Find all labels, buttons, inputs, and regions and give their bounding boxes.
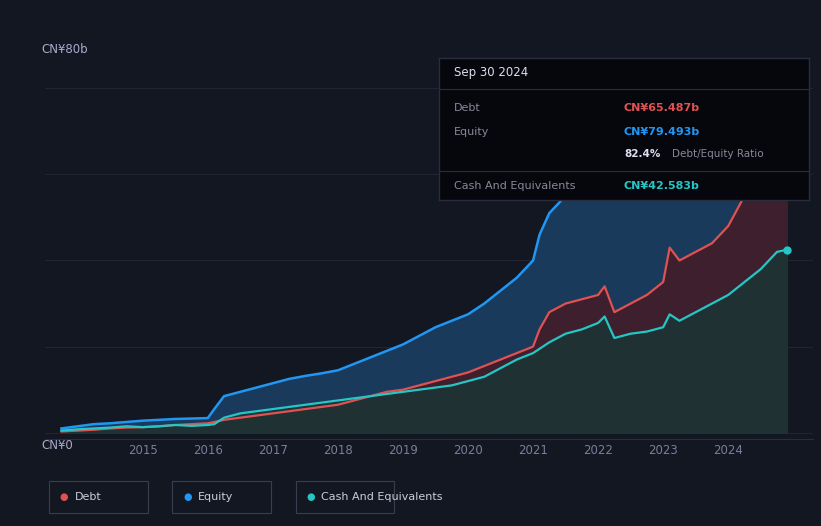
Text: ●: ●	[306, 492, 314, 502]
Text: Sep 30 2024: Sep 30 2024	[454, 66, 528, 78]
Text: ●: ●	[183, 492, 191, 502]
Text: 82.4%: 82.4%	[624, 149, 660, 159]
Text: Cash And Equivalents: Cash And Equivalents	[454, 180, 576, 191]
Text: CN¥80b: CN¥80b	[41, 43, 88, 56]
Text: Debt: Debt	[75, 492, 102, 502]
Text: CN¥42.583b: CN¥42.583b	[624, 180, 699, 191]
Text: CN¥0: CN¥0	[41, 439, 73, 452]
Text: ●: ●	[60, 492, 68, 502]
Text: Equity: Equity	[198, 492, 233, 502]
Text: CN¥79.493b: CN¥79.493b	[624, 127, 700, 137]
Text: Cash And Equivalents: Cash And Equivalents	[321, 492, 443, 502]
Text: Equity: Equity	[454, 127, 489, 137]
Text: Debt: Debt	[454, 103, 481, 113]
Text: Debt/Equity Ratio: Debt/Equity Ratio	[672, 149, 764, 159]
Text: CN¥65.487b: CN¥65.487b	[624, 103, 700, 113]
